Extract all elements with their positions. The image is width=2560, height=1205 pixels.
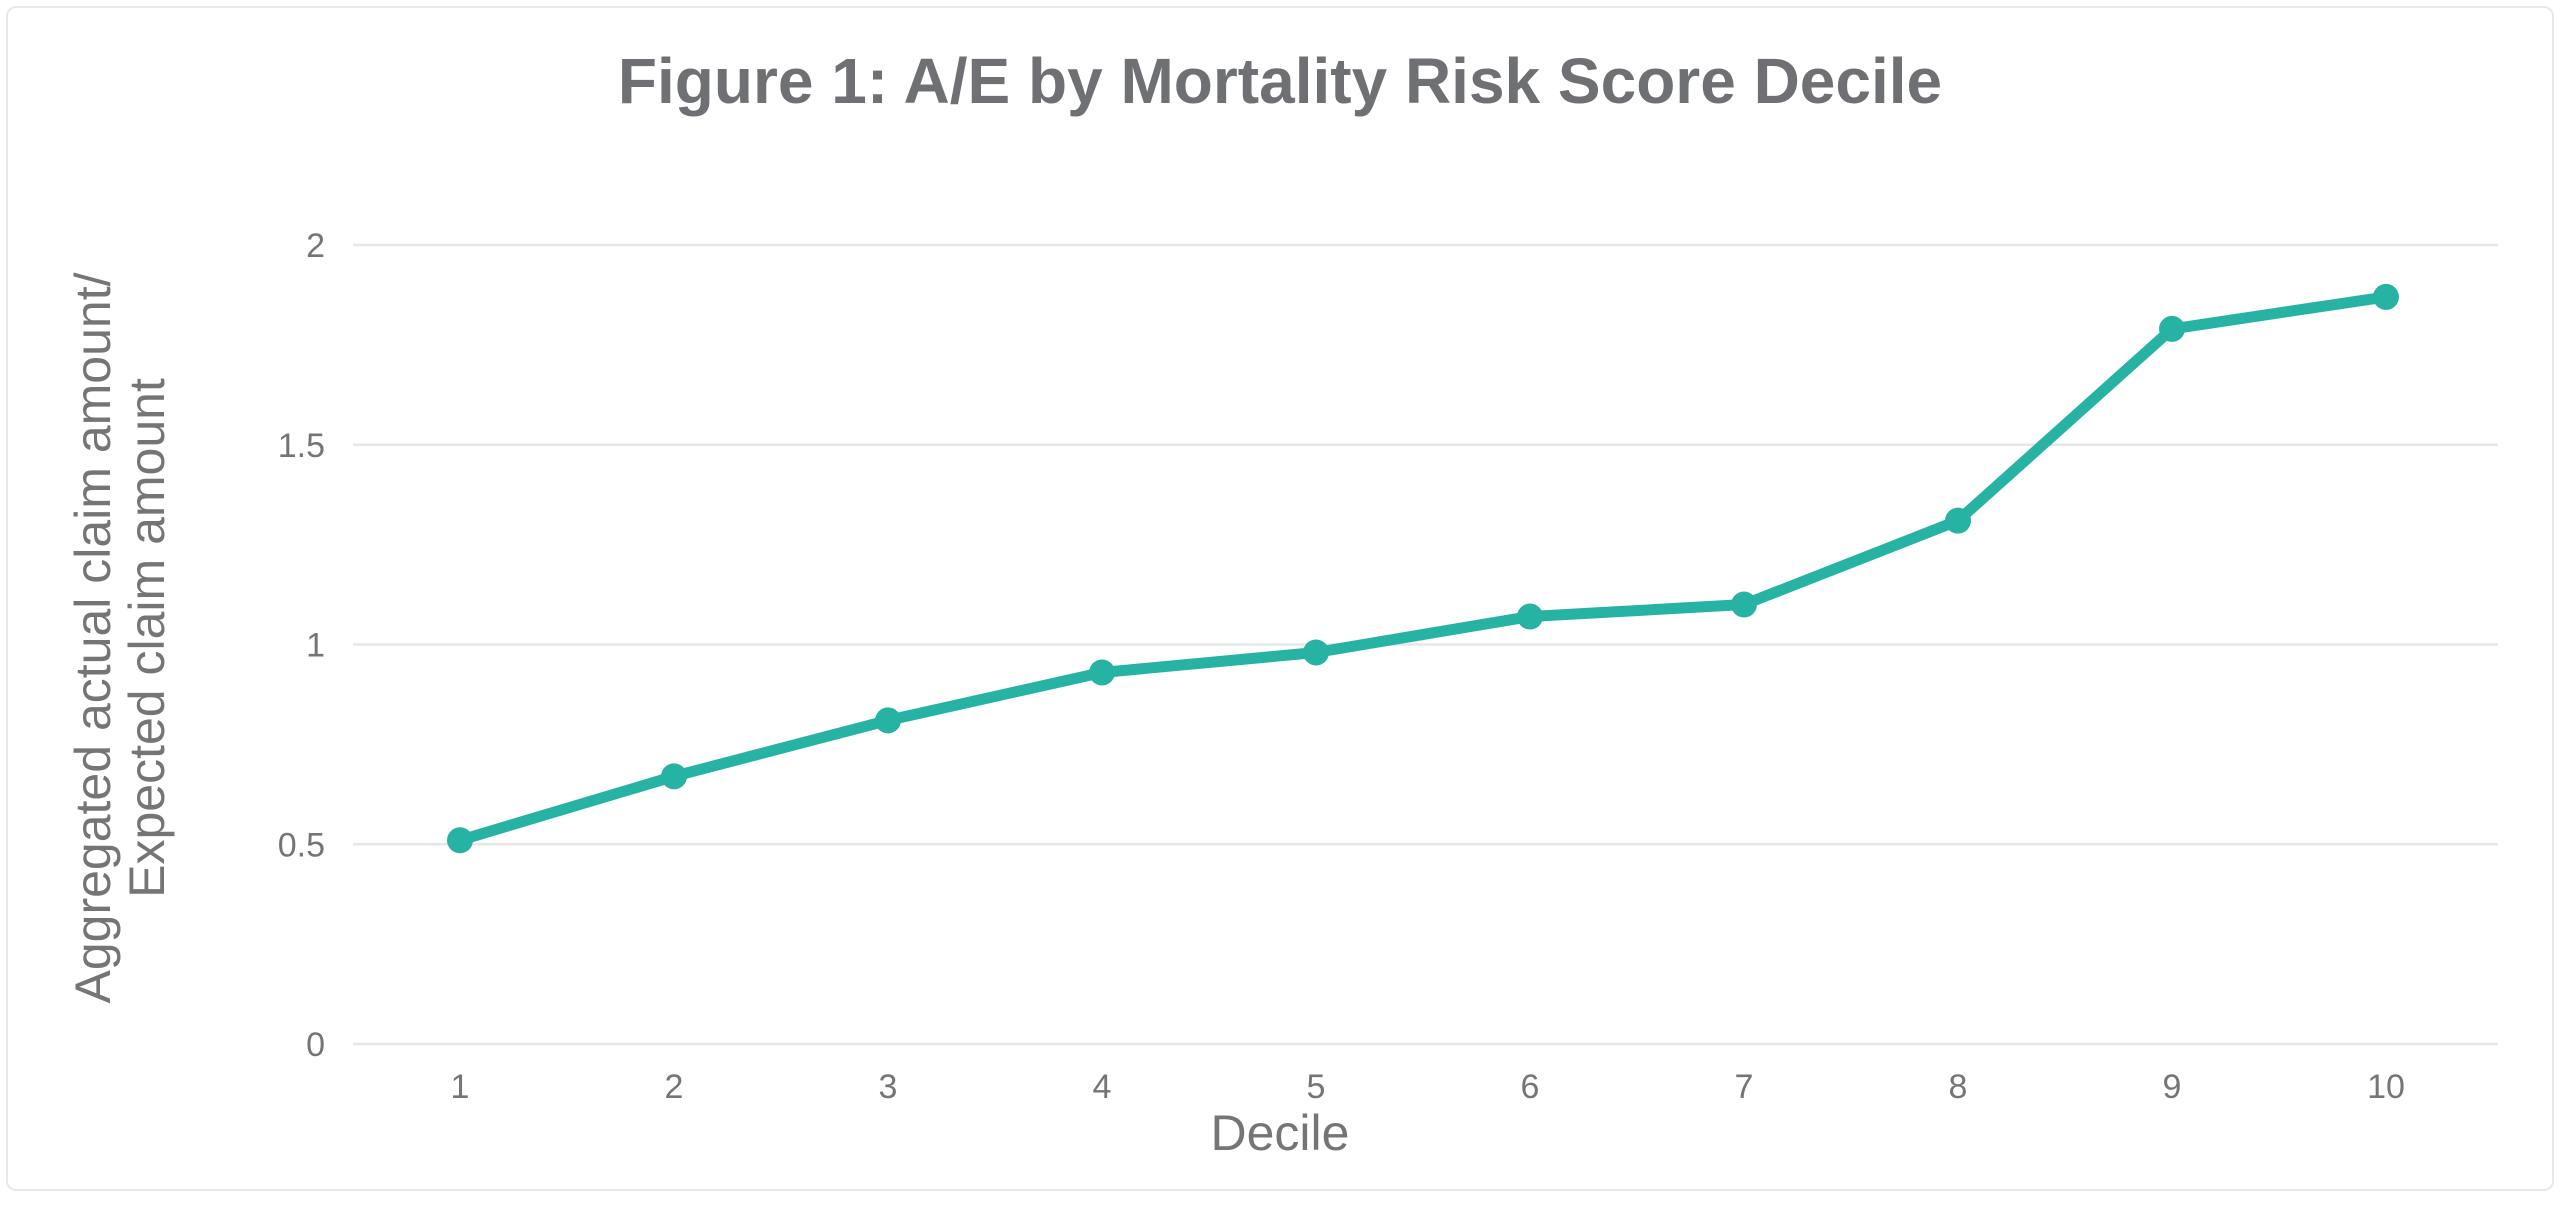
y-tick-label: 1.5 <box>278 427 325 465</box>
x-axis-title: Decile <box>8 1104 2552 1162</box>
data-point-marker <box>1089 659 1115 685</box>
x-tick-label: 3 <box>879 1068 898 1106</box>
data-point-marker <box>2373 284 2399 310</box>
line-chart-plot-area: 0 0.5 1 1.5 2 1 2 3 4 5 6 7 8 9 10 <box>8 8 2560 1205</box>
x-tick-label: 10 <box>2367 1068 2405 1106</box>
y-tick-label: 2 <box>306 227 325 265</box>
series-line <box>460 297 2386 840</box>
data-point-marker <box>447 827 473 853</box>
data-point-marker <box>1517 604 1543 630</box>
data-point-marker <box>875 707 901 733</box>
x-tick-label: 8 <box>1949 1068 1968 1106</box>
y-tick-label: 1 <box>306 627 325 665</box>
data-point-marker <box>1945 508 1971 534</box>
x-tick-label: 2 <box>665 1068 684 1106</box>
x-tick-label: 4 <box>1093 1068 1112 1106</box>
data-point-marker <box>661 763 687 789</box>
x-tick-label: 7 <box>1735 1068 1754 1106</box>
y-tick-label: 0.5 <box>278 826 325 864</box>
data-point-marker <box>1303 639 1329 665</box>
x-tick-label: 1 <box>451 1068 470 1106</box>
chart-card: Figure 1: A/E by Mortality Risk Score De… <box>6 6 2554 1191</box>
x-tick-label: 6 <box>1521 1068 1540 1106</box>
data-point-marker <box>1731 592 1757 618</box>
data-point-marker <box>2159 316 2185 342</box>
x-tick-label: 5 <box>1307 1068 1326 1106</box>
x-tick-label: 9 <box>2163 1068 2182 1106</box>
y-tick-label: 0 <box>306 1026 325 1064</box>
